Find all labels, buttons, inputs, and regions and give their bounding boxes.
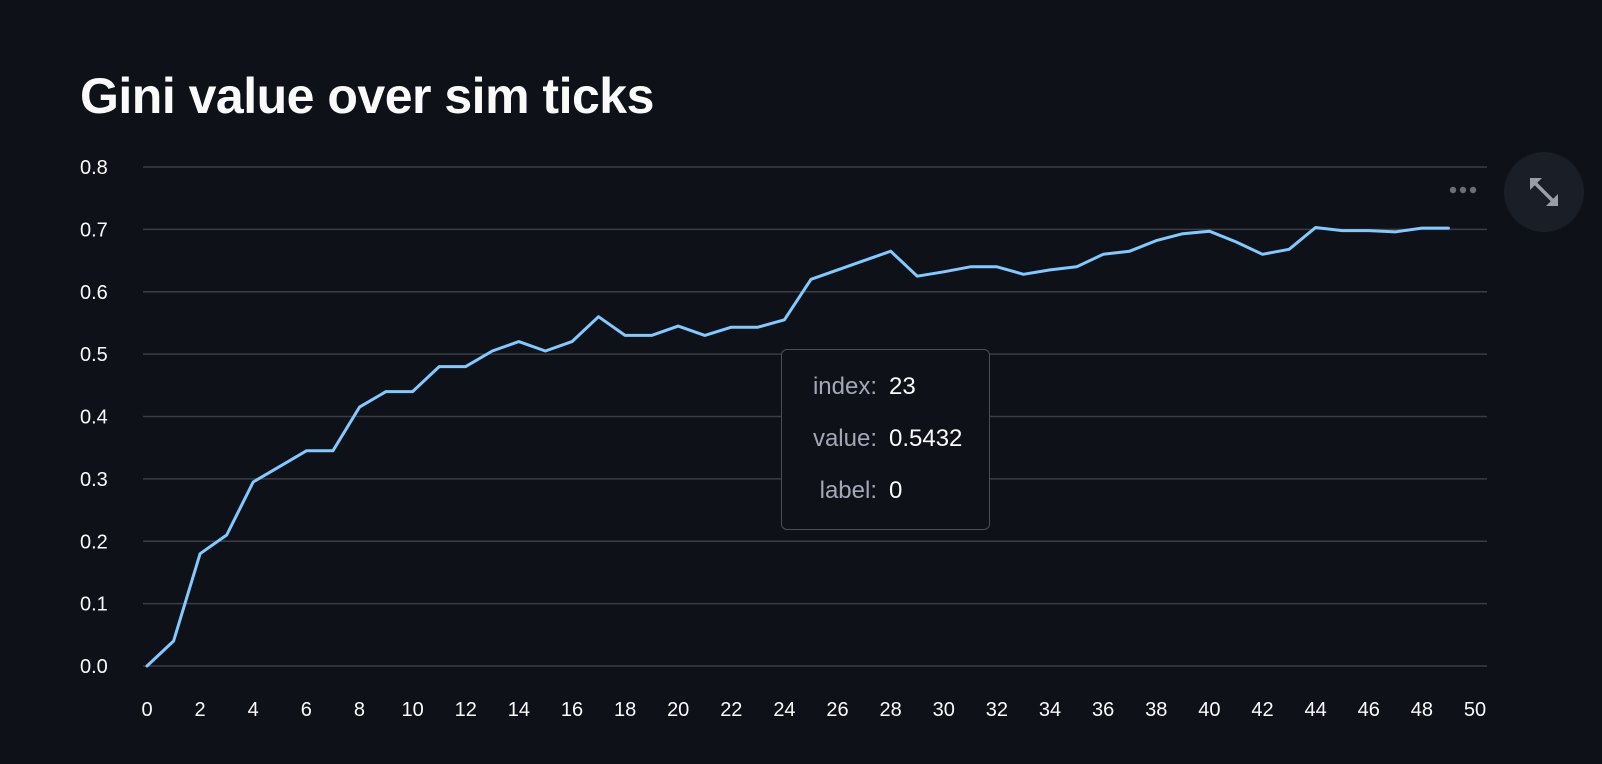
tooltip-key: label: — [819, 477, 877, 504]
series-line[interactable] — [145, 226, 1450, 668]
y-tick-label: 0.5 — [80, 344, 108, 366]
x-tick-label: 34 — [1039, 699, 1061, 721]
y-tick-label: 0.1 — [80, 594, 108, 616]
tooltip-row-label: label: 0 — [782, 476, 989, 506]
x-tick-label: 8 — [354, 699, 365, 721]
x-tick-label: 46 — [1358, 699, 1380, 721]
x-tick-label: 42 — [1251, 699, 1273, 721]
x-tick-label: 30 — [933, 699, 955, 721]
tooltip-key: value: — [812, 425, 877, 452]
x-tick-label: 0 — [141, 699, 152, 721]
y-tick-label: 0.8 — [80, 157, 108, 179]
y-axis-ticks: 0.0 0.1 0.2 0.3 0.4 0.5 0.6 0.7 0.8 — [80, 157, 108, 678]
x-tick-label: 44 — [1305, 699, 1327, 721]
fullscreen-button[interactable] — [1504, 152, 1584, 232]
y-tick-label: 0.7 — [80, 219, 108, 241]
y-tick-label: 0.4 — [80, 407, 108, 429]
y-tick-label: 0.0 — [80, 656, 108, 678]
x-tick-label: 4 — [248, 699, 259, 721]
x-tick-label: 32 — [986, 699, 1008, 721]
more-horizontal-icon[interactable] — [1448, 183, 1478, 195]
y-tick-label: 0.6 — [80, 282, 108, 304]
x-tick-label: 14 — [508, 699, 530, 721]
x-tick-label: 16 — [561, 699, 583, 721]
series-layer — [145, 226, 1450, 668]
x-tick-label: 10 — [401, 699, 423, 721]
y-tick-label: 0.2 — [80, 531, 108, 553]
x-tick-label: 50 — [1464, 699, 1486, 721]
page-title: Gini value over sim ticks — [80, 68, 654, 124]
tooltip-value: 23 — [889, 373, 916, 400]
x-tick-label: 38 — [1145, 699, 1167, 721]
x-tick-label: 6 — [301, 699, 312, 721]
tooltip-value: 0 — [889, 477, 903, 504]
x-tick-label: 28 — [880, 699, 902, 721]
tooltip-row-index: index: 23 — [782, 372, 989, 402]
x-tick-label: 22 — [720, 699, 742, 721]
x-tick-label: 12 — [455, 699, 477, 721]
data-tooltip: index: 23 value: 0.5432 label: 0 — [781, 349, 990, 530]
tooltip-row-value: value: 0.5432 — [782, 424, 989, 454]
fullscreen-expand-icon — [1530, 178, 1558, 206]
x-tick-label: 48 — [1411, 699, 1433, 721]
x-tick-label: 18 — [614, 699, 636, 721]
x-tick-label: 20 — [667, 699, 689, 721]
x-tick-label: 40 — [1198, 699, 1220, 721]
tooltip-key: index: — [812, 373, 877, 400]
y-tick-label: 0.3 — [80, 469, 108, 491]
x-tick-label: 36 — [1092, 699, 1114, 721]
tooltip-value: 0.5432 — [889, 425, 963, 452]
x-axis-ticks: 0 2 4 6 8 10 12 14 16 18 20 22 24 26 28 30 32 34 36 38 40 42 4… — [141, 699, 1486, 721]
x-tick-label: 26 — [826, 699, 848, 721]
x-tick-label: 24 — [773, 699, 795, 721]
x-tick-label: 2 — [195, 699, 206, 721]
